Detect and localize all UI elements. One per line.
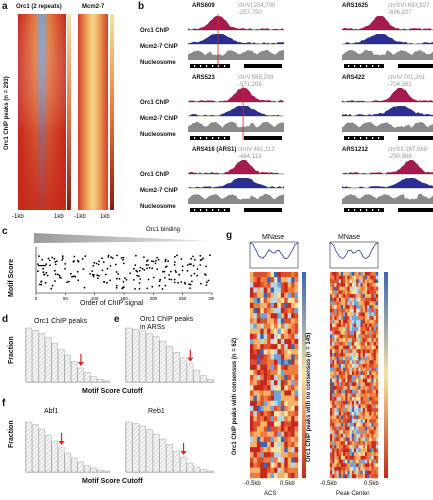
svg-text:300: 300 — [208, 296, 214, 301]
panel-f-xlabel: Motif Score Cutoff — [82, 478, 143, 485]
panel-c-ylabel: Motif Score — [8, 258, 15, 297]
locus-name: ARS523 — [192, 75, 215, 81]
panel-a-label: a — [2, 1, 8, 12]
locus-coords: chrXVI:693,927 -696,927 — [388, 3, 430, 16]
panel-b-label: b — [138, 1, 145, 12]
panel-f-label: f — [2, 398, 6, 409]
locus-track-plot — [188, 160, 284, 212]
panel-g-left-xtick: 0.5kb — [280, 481, 295, 487]
panel-a-heatmap-orc1 — [18, 14, 66, 210]
svg-text:0: 0 — [35, 296, 38, 301]
panel-f-ylabel: Fraction — [8, 420, 15, 448]
panel-c-label: c — [2, 226, 8, 237]
panel-g-heatmaps — [249, 241, 388, 479]
locus-track-plot — [342, 88, 433, 140]
locus-coords: chrV:568,208 -571,208 — [238, 75, 274, 88]
panel-g-left-title: MNase — [262, 234, 285, 241]
panel-f-histograms — [25, 421, 214, 473]
locus-name: ARS1625 — [342, 3, 369, 9]
locus-track-plot — [188, 86, 284, 140]
track-label: Nucleosome — [140, 204, 176, 210]
panel-a-col2-title: Mcm2-7 — [82, 4, 105, 10]
track-label: Orc1 ChIP — [140, 100, 170, 106]
panel-e-title: Orc1 ChIP peaks in ARSs — [140, 316, 194, 331]
track-label: Mcm2-7 ChIP — [140, 116, 178, 122]
panel-g-right-xlabel: Peak Center — [336, 491, 370, 497]
panel-g-right-title: MNase — [338, 234, 361, 241]
panel-g-left-xlabel: ACS — [264, 491, 277, 497]
panel-a-xtick: 1kb — [100, 214, 110, 220]
panel-a-xtick: -1kb — [74, 214, 86, 220]
panel-g-left-xtick: -0.5kb — [244, 481, 261, 487]
panel-c-binding-wedge — [34, 233, 212, 243]
locus-track-plot — [188, 14, 284, 68]
panel-a-xtick: -1kb — [12, 214, 24, 220]
locus-coords: chrIV:461,113 -464,113 — [238, 147, 275, 160]
panel-a-heatmap-mcm-colorbar — [110, 14, 114, 210]
svg-text:50: 50 — [63, 296, 69, 301]
panel-b-tracks: Orc1 ChIP Mcm2-7 ChIP Nucleosome ARS609 chrV… — [140, 0, 433, 222]
locus-name: ARS1212 — [342, 147, 369, 153]
locus-coords: chrIV:701,361 -704,361 — [388, 75, 426, 88]
panel-a-col1-title: Orc1 (2 repeats) — [16, 4, 62, 10]
panel-a-heatmap-mcm — [78, 14, 108, 210]
locus-coords: chrXII:287,988 -290,988 — [388, 147, 428, 160]
panel-a-heatmap-orc1-colorbar — [67, 14, 71, 210]
panel-f-title-left: Abf1 — [44, 408, 59, 415]
panel-c-scatter: 0 50 100 150 200 250 300 — [35, 247, 214, 301]
locus-name: ARS609 — [192, 3, 215, 9]
panel-a-xtick: 1kb — [54, 214, 64, 220]
locus-name: ARS416 (ARS1) — [192, 147, 237, 153]
svg-text:100: 100 — [91, 296, 99, 301]
panel-g-label: g — [226, 230, 233, 241]
svg-text:150: 150 — [120, 296, 128, 301]
track-label: Nucleosome — [140, 132, 176, 138]
track-label: Nucleosome — [140, 60, 176, 66]
panel-c-top-label: Orc1 binding — [146, 227, 181, 233]
panel-c-xlabel: Order of ChIP signal — [80, 300, 144, 307]
panel-g-right-xtick: 0.5kb — [364, 481, 379, 487]
track-label: Mcm2-7 ChIP — [140, 188, 178, 194]
track-label: Mcm2-7 ChIP — [140, 44, 178, 50]
locus-track-plot — [342, 16, 433, 68]
locus-name: ARS422 — [342, 75, 365, 81]
locus-track-plot — [342, 160, 433, 212]
panel-g-left-ylabel: Orc1 ChIP peaks with consensus (n = 62) — [232, 337, 238, 455]
panel-f-title-right: Reb1 — [148, 408, 165, 415]
panel-a-ylabel: Orc1 ChIP peaks (n = 293) — [4, 76, 10, 150]
track-label: Orc1 ChIP — [140, 28, 170, 34]
panel-de-histograms — [25, 327, 214, 383]
locus-coords: chrVI:254,700 -257,750 — [238, 3, 276, 16]
panel-d-title: Orc1 ChIP peaks — [34, 318, 88, 325]
panel-d-label: d — [2, 314, 9, 325]
panel-de-xlabel: Motif Score Cutoff — [82, 388, 143, 395]
panel-g-right-ylabel: Orc1 ChIP peaks with no consensus (n = 1… — [306, 332, 312, 462]
track-label: Orc1 ChIP — [140, 172, 170, 178]
svg-text:200: 200 — [150, 296, 158, 301]
panel-d-ylabel: Fraction — [8, 336, 15, 364]
panel-e-label: e — [114, 314, 120, 325]
panel-g-right-xtick: -0.5kb — [320, 481, 337, 487]
svg-text:250: 250 — [179, 296, 187, 301]
